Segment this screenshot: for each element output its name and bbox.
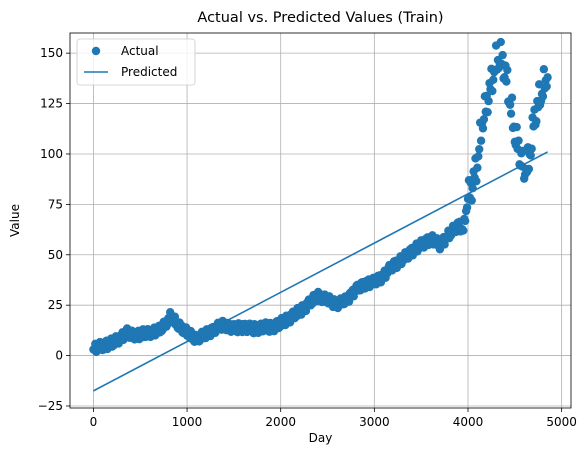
actual-point — [488, 86, 497, 96]
y-ticks: −25 0 25 50 75 100 125 150 — [38, 46, 70, 413]
actual-point — [460, 216, 470, 226]
actual-point — [467, 196, 476, 205]
y-tick-label: 75 — [48, 197, 63, 211]
legend-marker-actual — [91, 46, 101, 56]
actual-point — [478, 124, 488, 133]
y-tick-label: 50 — [48, 248, 63, 262]
actual-point — [512, 122, 521, 132]
actual-point — [472, 176, 481, 186]
legend-label-actual: Actual — [121, 44, 159, 58]
y-tick-label: 25 — [48, 298, 63, 312]
x-tick-label: 3000 — [359, 415, 390, 429]
x-tick-label: 0 — [90, 415, 98, 429]
actual-point — [514, 136, 523, 145]
actual-point — [524, 164, 534, 174]
actual-point — [542, 82, 551, 91]
legend: Actual Predicted — [76, 38, 196, 86]
actual-point — [476, 136, 486, 145]
actual-point — [496, 37, 505, 47]
actual-point — [532, 117, 541, 126]
y-tick-label: 150 — [40, 46, 63, 60]
actual-point — [473, 163, 482, 172]
actual-point — [489, 75, 498, 85]
actual-point — [543, 73, 552, 82]
y-tick-label: 100 — [40, 147, 63, 161]
legend-label-predicted: Predicted — [121, 65, 177, 79]
y-tick-label: −25 — [38, 399, 63, 413]
actual-point — [498, 50, 507, 60]
x-tick-label: 4000 — [453, 415, 484, 429]
actual-point — [526, 151, 535, 160]
actual-point — [503, 65, 512, 75]
x-tick-label: 5000 — [546, 415, 577, 429]
x-ticks: 0 1000 2000 3000 4000 5000 — [90, 408, 577, 429]
actual-point — [474, 152, 483, 161]
actual-point — [479, 115, 489, 124]
y-tick-label: 125 — [40, 97, 63, 111]
chart-title: Actual vs. Predicted Values (Train) — [197, 10, 443, 26]
legend-box — [76, 38, 196, 86]
actual-point — [484, 96, 493, 106]
x-tick-label: 1000 — [172, 415, 203, 429]
actual-point — [459, 226, 468, 235]
actual-point — [462, 203, 472, 212]
actual-point — [527, 144, 536, 153]
actual-point — [506, 109, 516, 118]
y-axis-title: Value — [8, 204, 22, 237]
actual-point — [483, 107, 492, 117]
plot-area — [89, 37, 552, 392]
actual-point — [507, 93, 517, 102]
x-axis-title: Day — [309, 431, 333, 445]
x-tick-label: 2000 — [265, 415, 296, 429]
y-tick-label: 0 — [55, 349, 63, 363]
actual-point — [505, 100, 515, 109]
actual-point — [170, 312, 180, 321]
actual-point — [475, 144, 484, 154]
axes-frame — [69, 32, 572, 409]
actual-point — [538, 92, 548, 101]
actual-point — [539, 65, 549, 74]
predicted-line — [93, 151, 548, 392]
actual-point — [502, 77, 511, 86]
